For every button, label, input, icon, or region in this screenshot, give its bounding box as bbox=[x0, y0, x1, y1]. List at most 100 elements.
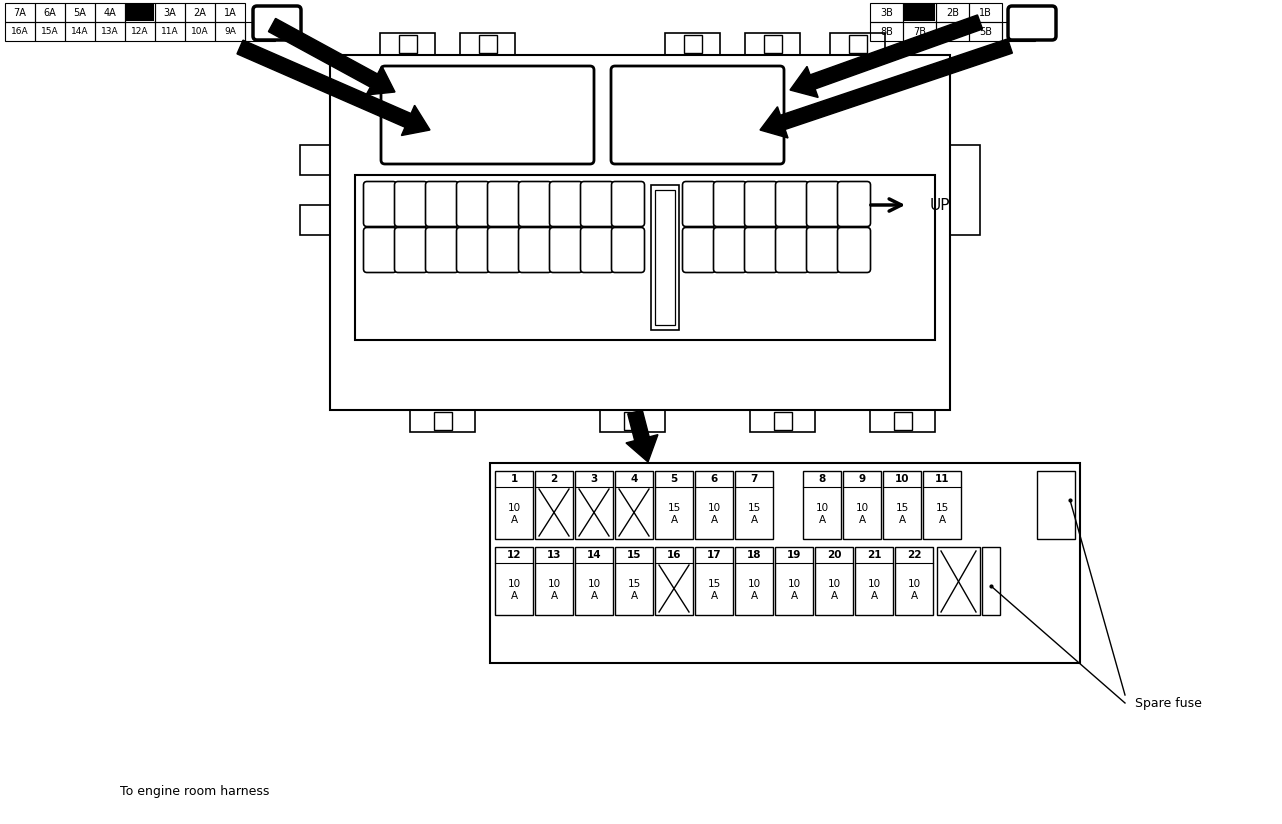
Bar bbox=[415, 80, 432, 92]
Bar bbox=[576, 471, 613, 539]
FancyBboxPatch shape bbox=[837, 227, 870, 273]
Text: 16: 16 bbox=[667, 550, 681, 560]
FancyBboxPatch shape bbox=[487, 227, 520, 273]
Bar bbox=[35, 3, 65, 22]
Bar bbox=[647, 97, 665, 109]
FancyBboxPatch shape bbox=[426, 181, 459, 227]
Text: 14: 14 bbox=[587, 550, 601, 560]
FancyBboxPatch shape bbox=[612, 181, 645, 227]
Text: 5: 5 bbox=[670, 474, 678, 484]
Bar bbox=[492, 97, 508, 109]
Bar bbox=[626, 80, 644, 92]
Text: 6A: 6A bbox=[44, 7, 56, 17]
Bar bbox=[969, 22, 1003, 41]
Text: 10: 10 bbox=[547, 579, 560, 589]
Bar bbox=[215, 22, 245, 41]
Bar bbox=[185, 22, 215, 41]
Bar bbox=[529, 97, 546, 109]
Text: 1: 1 bbox=[510, 474, 518, 484]
Text: 12: 12 bbox=[506, 550, 522, 560]
Text: 8B: 8B bbox=[879, 26, 894, 36]
Bar bbox=[397, 80, 413, 92]
Bar bbox=[691, 80, 709, 92]
Bar bbox=[855, 547, 894, 615]
Bar bbox=[435, 80, 451, 92]
Text: A: A bbox=[859, 515, 865, 525]
FancyBboxPatch shape bbox=[395, 181, 427, 227]
Text: 6: 6 bbox=[710, 474, 718, 484]
Text: A: A bbox=[710, 515, 718, 525]
Bar bbox=[95, 3, 126, 22]
Bar bbox=[665, 33, 720, 55]
FancyBboxPatch shape bbox=[487, 181, 520, 227]
FancyBboxPatch shape bbox=[745, 181, 777, 227]
Bar bbox=[329, 55, 950, 410]
Bar bbox=[745, 33, 800, 55]
Text: 2: 2 bbox=[550, 474, 558, 484]
Text: UP: UP bbox=[929, 198, 950, 213]
Polygon shape bbox=[626, 410, 658, 462]
Text: 13A: 13A bbox=[101, 27, 119, 36]
Bar bbox=[499, 80, 515, 92]
Bar bbox=[126, 3, 155, 22]
FancyBboxPatch shape bbox=[518, 227, 551, 273]
Text: 22: 22 bbox=[906, 550, 922, 560]
Text: 13: 13 bbox=[546, 550, 562, 560]
Bar bbox=[692, 78, 703, 92]
Text: A: A bbox=[750, 591, 758, 601]
Text: 15: 15 bbox=[708, 579, 720, 589]
Text: 11: 11 bbox=[935, 474, 949, 484]
FancyBboxPatch shape bbox=[381, 66, 594, 164]
Text: To engine room harness: To engine room harness bbox=[121, 785, 269, 798]
FancyBboxPatch shape bbox=[456, 227, 490, 273]
Bar bbox=[535, 471, 573, 539]
Text: 4A: 4A bbox=[104, 7, 117, 17]
FancyBboxPatch shape bbox=[714, 227, 746, 273]
Text: 15: 15 bbox=[668, 503, 681, 513]
FancyBboxPatch shape bbox=[682, 227, 715, 273]
Text: A: A bbox=[550, 591, 558, 601]
Text: 9A: 9A bbox=[224, 27, 236, 36]
Text: 11A: 11A bbox=[162, 27, 178, 36]
FancyBboxPatch shape bbox=[837, 181, 870, 227]
Text: A: A bbox=[938, 515, 946, 525]
Bar bbox=[495, 547, 533, 615]
Text: 21: 21 bbox=[867, 550, 881, 560]
Text: Spare fuse: Spare fuse bbox=[1135, 696, 1203, 709]
Bar bbox=[490, 463, 1079, 663]
Bar bbox=[433, 412, 451, 430]
Bar bbox=[895, 547, 933, 615]
Text: 7A: 7A bbox=[14, 7, 27, 17]
Text: 1B: 1B bbox=[979, 7, 992, 17]
Text: 8A: 8A bbox=[254, 27, 265, 36]
Bar bbox=[903, 3, 936, 22]
Bar bbox=[300, 205, 329, 235]
Bar bbox=[379, 33, 435, 55]
Text: 10: 10 bbox=[708, 503, 720, 513]
Bar bbox=[460, 33, 515, 55]
Text: A: A bbox=[870, 591, 878, 601]
FancyBboxPatch shape bbox=[456, 181, 490, 227]
Bar bbox=[576, 547, 613, 615]
Bar bbox=[615, 547, 653, 615]
Text: 10: 10 bbox=[908, 579, 920, 589]
Bar bbox=[626, 97, 644, 109]
FancyBboxPatch shape bbox=[364, 181, 396, 227]
FancyBboxPatch shape bbox=[426, 227, 459, 273]
Bar bbox=[512, 97, 527, 109]
Text: A: A bbox=[831, 591, 837, 601]
FancyBboxPatch shape bbox=[395, 227, 427, 273]
Bar bbox=[870, 3, 903, 22]
Bar bbox=[65, 22, 95, 41]
Text: A: A bbox=[670, 515, 678, 525]
FancyBboxPatch shape bbox=[612, 227, 645, 273]
Bar bbox=[750, 410, 815, 432]
Text: 15: 15 bbox=[895, 503, 909, 513]
Bar bbox=[473, 97, 488, 109]
Bar bbox=[870, 22, 903, 41]
Text: 3A: 3A bbox=[164, 7, 177, 17]
Bar bbox=[683, 35, 701, 53]
FancyBboxPatch shape bbox=[1008, 6, 1056, 40]
Bar bbox=[5, 22, 35, 41]
Bar bbox=[355, 175, 935, 340]
